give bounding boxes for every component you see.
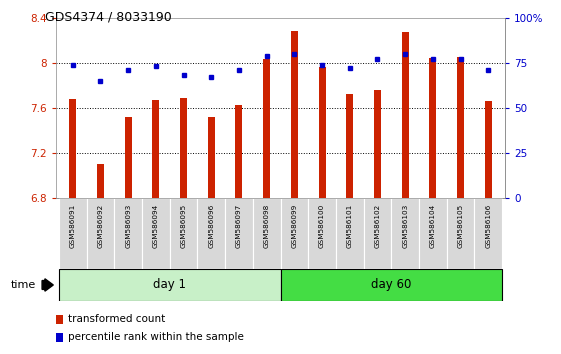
- Bar: [336, 198, 364, 269]
- Bar: [374, 90, 381, 198]
- Text: GSM586095: GSM586095: [181, 204, 187, 248]
- Bar: [180, 98, 187, 198]
- Text: time: time: [11, 280, 36, 290]
- Text: GSM586094: GSM586094: [153, 204, 159, 248]
- Text: GDS4374 / 8033190: GDS4374 / 8033190: [45, 11, 172, 24]
- Text: transformed count: transformed count: [68, 314, 165, 324]
- Bar: [169, 198, 197, 269]
- Text: percentile rank within the sample: percentile rank within the sample: [68, 332, 245, 342]
- Bar: [59, 198, 86, 269]
- Text: GSM586102: GSM586102: [374, 204, 380, 248]
- Text: GSM586105: GSM586105: [458, 204, 463, 248]
- Bar: [291, 31, 298, 198]
- Bar: [280, 269, 502, 301]
- Text: GSM586092: GSM586092: [98, 204, 103, 248]
- Bar: [346, 95, 353, 198]
- Text: day 1: day 1: [153, 279, 186, 291]
- Text: GSM586103: GSM586103: [402, 204, 408, 248]
- Bar: [125, 117, 132, 198]
- Bar: [69, 99, 76, 198]
- Bar: [308, 198, 336, 269]
- Bar: [142, 198, 169, 269]
- Bar: [114, 198, 142, 269]
- Text: GSM586093: GSM586093: [125, 204, 131, 248]
- Text: GSM586097: GSM586097: [236, 204, 242, 248]
- Text: GSM586099: GSM586099: [291, 204, 297, 248]
- Bar: [59, 269, 280, 301]
- Text: GSM586106: GSM586106: [485, 204, 491, 248]
- Bar: [253, 198, 280, 269]
- Bar: [457, 57, 464, 198]
- Bar: [263, 59, 270, 198]
- Bar: [475, 198, 502, 269]
- Bar: [153, 100, 159, 198]
- Bar: [86, 198, 114, 269]
- Text: GSM586104: GSM586104: [430, 204, 436, 248]
- Bar: [429, 58, 436, 198]
- Bar: [319, 67, 325, 198]
- Text: GSM586098: GSM586098: [264, 204, 270, 248]
- Bar: [97, 164, 104, 198]
- Bar: [197, 198, 225, 269]
- Bar: [364, 198, 392, 269]
- Bar: [208, 117, 215, 198]
- Text: GSM586101: GSM586101: [347, 204, 353, 248]
- Bar: [280, 198, 308, 269]
- Text: GSM586100: GSM586100: [319, 204, 325, 248]
- Text: day 60: day 60: [371, 279, 412, 291]
- Bar: [225, 198, 253, 269]
- Text: GSM586096: GSM586096: [208, 204, 214, 248]
- Bar: [236, 104, 242, 198]
- Bar: [419, 198, 447, 269]
- Bar: [447, 198, 475, 269]
- Bar: [485, 101, 492, 198]
- Text: GSM586091: GSM586091: [70, 204, 76, 248]
- Bar: [392, 198, 419, 269]
- Bar: [402, 32, 408, 198]
